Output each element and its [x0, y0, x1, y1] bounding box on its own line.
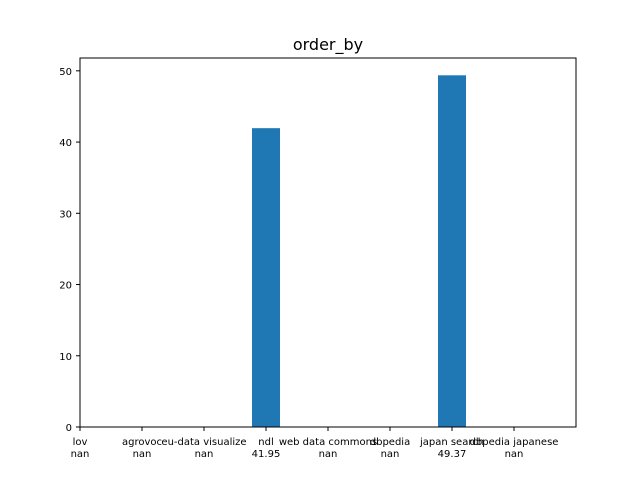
x-tick-value-label: nan	[133, 449, 152, 460]
y-tick-label: 40	[59, 138, 72, 149]
chart-title: order_by	[293, 35, 363, 55]
x-tick-value-label: nan	[71, 449, 90, 460]
x-tick-value-label: nan	[195, 449, 214, 460]
x-tick-label: ndl	[258, 437, 273, 448]
x-tick-label: japan search	[419, 437, 484, 448]
x-tick-label: eu-data visualize	[161, 437, 246, 448]
y-tick-label: 30	[59, 209, 72, 220]
y-tick-label: 50	[59, 67, 72, 78]
y-tick-label: 10	[59, 352, 72, 363]
x-tick-value-label: nan	[505, 449, 524, 460]
x-tick-value-label: nan	[319, 449, 338, 460]
y-tick-label: 0	[66, 423, 72, 434]
x-tick-label: dbpedia	[370, 437, 410, 448]
x-tick-value-label: 41.95	[252, 449, 281, 460]
bars-group	[252, 75, 466, 427]
y-axis: 0 10 20 30 40 50	[59, 67, 80, 434]
x-tick-label: agrovoc	[122, 437, 162, 448]
bar-ndl	[252, 128, 280, 427]
y-tick-label: 20	[59, 281, 72, 292]
x-tick-label: dbpedia japanese	[470, 437, 559, 448]
bar-japan-search	[438, 75, 466, 427]
x-tick-value-label: 49.37	[438, 449, 467, 460]
x-tick-label: lov	[73, 437, 88, 448]
plot-frame	[79, 57, 577, 428]
x-tick-label: web data commons	[279, 437, 377, 448]
x-tick-value-label: nan	[381, 449, 400, 460]
